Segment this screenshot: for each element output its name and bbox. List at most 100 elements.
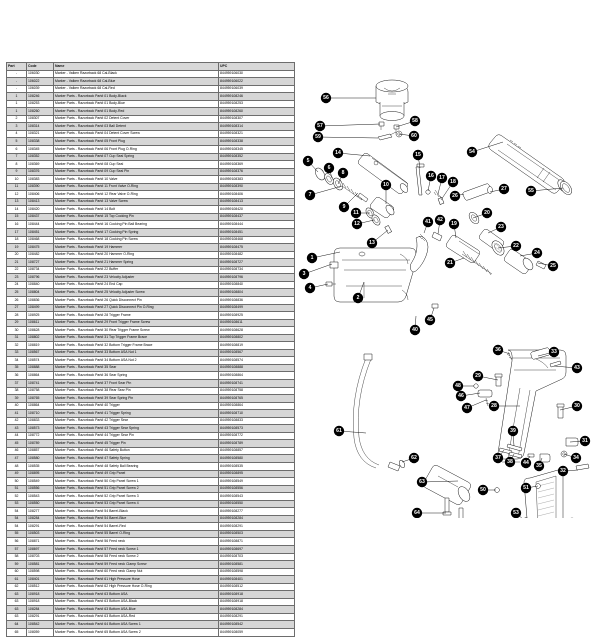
callout-42[interactable]: 42 <box>435 215 445 234</box>
callout-46[interactable]: 46 <box>456 391 480 401</box>
callout-16[interactable]: 16 <box>426 171 436 191</box>
callout-29[interactable]: 29 <box>473 371 498 381</box>
callout-5[interactable]: 5 <box>303 156 318 172</box>
callout-50[interactable]: 50 <box>478 485 496 495</box>
callout-17[interactable]: 17 <box>437 173 447 194</box>
callout-4[interactable]: 4 <box>305 283 328 293</box>
callout-27[interactable]: 27 <box>490 184 509 194</box>
callout-3[interactable]: 3 <box>299 264 332 279</box>
callout-64[interactable]: 64 <box>412 508 446 518</box>
callout-60[interactable]: 60 <box>399 131 419 141</box>
callout-36[interactable]: 36 <box>493 345 510 355</box>
callout-57[interactable]: 57 <box>315 121 380 131</box>
callout-61[interactable]: 61 <box>334 426 366 436</box>
callout-62[interactable]: 62 <box>402 453 419 463</box>
callout-59[interactable]: 59 <box>313 132 378 142</box>
callout-13[interactable]: 13 <box>367 230 388 248</box>
callout-48[interactable]: 48 <box>453 381 474 391</box>
callout-41[interactable]: 41 <box>423 217 433 233</box>
callout-47[interactable]: 47 <box>462 400 486 413</box>
callout-12[interactable]: 12 <box>352 219 374 229</box>
callout-23[interactable]: 23 <box>488 222 506 233</box>
callout-53[interactable]: 53 <box>511 508 524 518</box>
callout-45[interactable]: 45 <box>425 308 435 325</box>
callout-21[interactable]: 21 <box>445 258 464 268</box>
callout-32[interactable]: 32 <box>558 466 578 476</box>
callout-26[interactable]: 26 <box>450 191 464 201</box>
